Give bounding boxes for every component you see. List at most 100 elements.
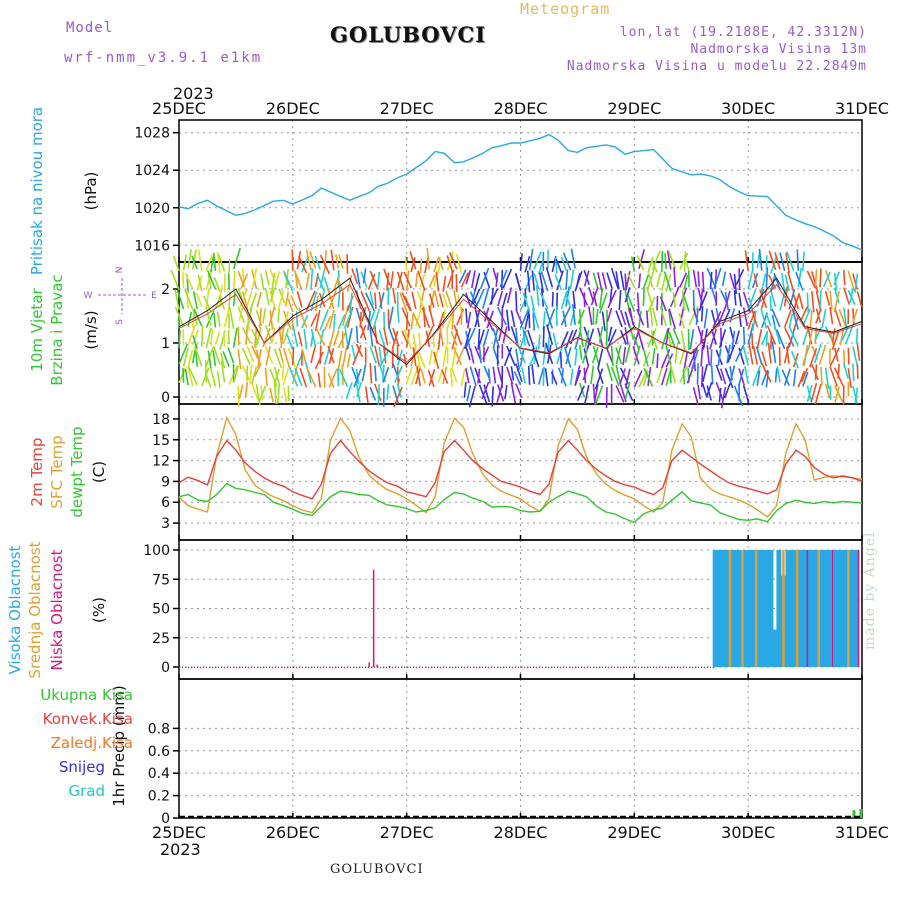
wind-arrow bbox=[814, 269, 818, 287]
wind-arrow bbox=[837, 363, 840, 379]
wind-arrow bbox=[268, 306, 276, 327]
wind-arrow bbox=[752, 346, 759, 365]
wind-arrow bbox=[756, 370, 761, 386]
wind-arrow bbox=[781, 273, 786, 293]
wind-arrow bbox=[638, 273, 641, 289]
wind-arrow bbox=[787, 271, 795, 293]
wind-arrow bbox=[829, 347, 840, 367]
wind-arrow bbox=[510, 326, 519, 345]
wind-arrow bbox=[445, 290, 453, 310]
wind-arrow bbox=[227, 329, 230, 345]
wind-arrow bbox=[428, 349, 433, 366]
cloud-bar bbox=[728, 550, 732, 667]
wind-arrow bbox=[833, 271, 840, 286]
wind-arrow bbox=[565, 269, 569, 290]
wind-arrow bbox=[528, 313, 531, 329]
wind-arrow bbox=[792, 293, 800, 310]
wind-arrow bbox=[843, 287, 851, 305]
wind-arrow bbox=[364, 386, 369, 403]
precip-legend-item: Konvek.Kisa bbox=[43, 710, 133, 728]
wind-arrow bbox=[201, 367, 210, 387]
wind-arrow bbox=[237, 385, 240, 407]
wind-arrow bbox=[383, 311, 386, 329]
wind-arrow bbox=[697, 384, 701, 400]
wind-arrow bbox=[615, 385, 625, 403]
wind-arrow bbox=[712, 310, 722, 329]
wind-arrow bbox=[649, 307, 654, 327]
wind-arrow bbox=[802, 308, 812, 326]
wind-arrow bbox=[328, 290, 337, 310]
wind-arrow bbox=[284, 291, 290, 307]
wind-arrow bbox=[428, 274, 436, 288]
wind-arrow bbox=[474, 273, 481, 292]
wind-arrow bbox=[303, 329, 308, 350]
wind-arrow bbox=[237, 349, 242, 370]
wind-arrow bbox=[281, 363, 285, 380]
wind-arrow bbox=[264, 270, 270, 286]
wind-arrow bbox=[833, 385, 844, 403]
wind-arrow bbox=[565, 329, 574, 349]
wind-arrow bbox=[629, 325, 635, 341]
wind-arrow bbox=[262, 307, 267, 324]
wind-arrow bbox=[760, 362, 772, 383]
wind-arrow bbox=[294, 367, 303, 387]
wind-arrow bbox=[403, 295, 412, 312]
wind-arrow bbox=[734, 330, 740, 345]
wind-arrow bbox=[843, 269, 846, 286]
wind-arrow bbox=[855, 328, 859, 345]
wind-arrow bbox=[552, 332, 558, 350]
model-label: Model bbox=[66, 20, 114, 36]
wind-arrow bbox=[814, 364, 818, 381]
wind-arrow bbox=[310, 313, 318, 327]
wind-arrow bbox=[692, 269, 698, 288]
wind-arrow bbox=[176, 289, 185, 310]
wind-arrow bbox=[537, 334, 541, 350]
wind-arrow bbox=[523, 330, 531, 347]
wind-arrow bbox=[310, 291, 318, 312]
wind-arrow bbox=[802, 328, 810, 346]
wind-arrow bbox=[277, 384, 280, 404]
wind-arrow bbox=[806, 270, 816, 289]
cloud-bar bbox=[376, 664, 378, 667]
cloud-bar bbox=[368, 662, 370, 667]
cloud-bar bbox=[741, 550, 744, 667]
wind-arrow bbox=[465, 270, 472, 285]
wind-arrow bbox=[698, 291, 708, 312]
wind-arrow bbox=[852, 363, 855, 382]
wind-arrow bbox=[684, 257, 690, 272]
wind-arrow bbox=[665, 327, 670, 345]
wind-arrow bbox=[751, 309, 759, 328]
wind-arrow bbox=[578, 287, 589, 306]
wind-arrow bbox=[465, 308, 468, 323]
panel-frame bbox=[178, 678, 863, 819]
wind-arrow bbox=[818, 344, 827, 365]
wind-arrow bbox=[301, 256, 309, 273]
y-tick-label: 0.2 bbox=[148, 789, 170, 805]
wind-arrow bbox=[590, 286, 599, 306]
wind-arrow bbox=[526, 270, 531, 293]
wind-arrow bbox=[327, 373, 335, 389]
wind-arrow bbox=[442, 345, 448, 368]
wind-arrow bbox=[412, 347, 417, 367]
wind-arrow bbox=[673, 267, 677, 288]
wind-arrow bbox=[504, 384, 508, 400]
wind-arrow bbox=[586, 328, 595, 350]
wind-arrow bbox=[210, 328, 214, 346]
wind-arrow bbox=[213, 313, 217, 328]
wind-arrow bbox=[383, 347, 387, 364]
wind-arrow bbox=[797, 370, 806, 388]
date-label-bottom: 27DEC bbox=[380, 823, 434, 842]
wind-arrow bbox=[369, 386, 377, 401]
wind-arrow bbox=[619, 309, 627, 326]
y-tick-label: 18 bbox=[152, 412, 170, 428]
wind-arrow bbox=[460, 369, 466, 387]
wind-arrow bbox=[577, 309, 585, 324]
wind-arrow bbox=[756, 329, 763, 350]
wind-arrow bbox=[355, 325, 359, 344]
wind-arrow bbox=[636, 255, 645, 271]
wind-arrow bbox=[205, 306, 212, 327]
wind-arrow bbox=[847, 347, 850, 365]
wind-arrow bbox=[297, 331, 303, 347]
wind-arrow bbox=[660, 250, 664, 273]
wind-arrow bbox=[660, 328, 669, 350]
